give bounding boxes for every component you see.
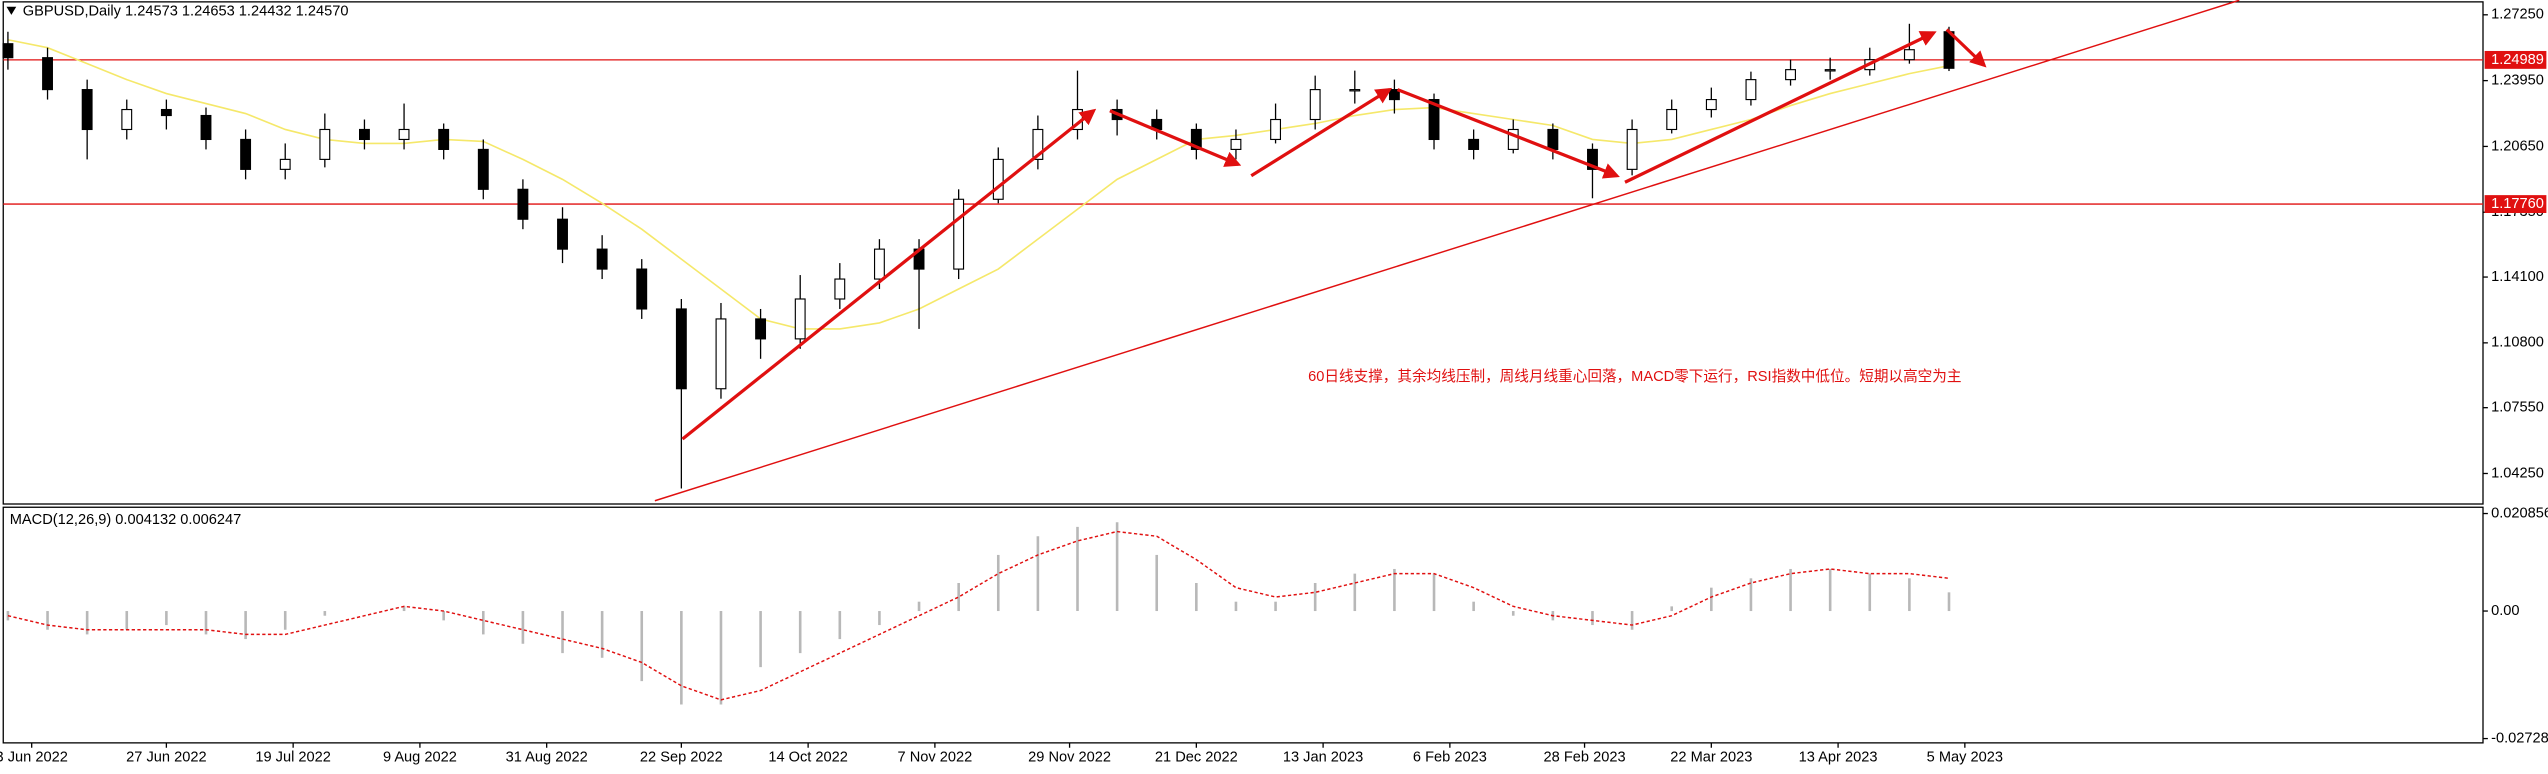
- chart-title: GBPUSD,Daily 1.24573 1.24653 1.24432 1.2…: [23, 3, 349, 19]
- level-box: [2484, 195, 2547, 214]
- candle-body: [1547, 128, 1559, 150]
- x-tick-label: 7 Nov 2022: [898, 749, 973, 765]
- candle-body: [121, 108, 133, 131]
- candle-body: [42, 57, 53, 91]
- candle-body: [1468, 138, 1480, 150]
- candle-body: [2, 43, 14, 59]
- y-tick-label: 1.27250: [2491, 7, 2544, 23]
- arrow: [1396, 88, 1620, 179]
- candle-body: [200, 114, 212, 141]
- x-tick-label: 9 Aug 2022: [383, 749, 457, 765]
- y-tick-label: 1.20650: [2491, 138, 2544, 154]
- arrows: [681, 28, 1987, 441]
- x-tick-label: 29 Nov 2022: [1028, 749, 1111, 765]
- y-tick-label: 1.04250: [2491, 465, 2544, 481]
- x-tick-label: 19 Jul 2022: [255, 749, 331, 765]
- arrow: [681, 108, 1097, 441]
- candle-body: [477, 148, 489, 190]
- candle-body: [1903, 49, 1915, 61]
- main-panel-frame: [2, 1, 2484, 505]
- candle-body: [1943, 31, 1955, 69]
- candle-body: [81, 89, 93, 131]
- menu-triangle: [6, 6, 17, 15]
- candle-body: [319, 128, 331, 160]
- candle-body: [992, 158, 1004, 200]
- x-tick-label: 27 Jun 2022: [126, 749, 206, 765]
- marks: [2, 23, 2483, 705]
- candle-body: [1270, 118, 1282, 141]
- candle-body: [1032, 128, 1044, 160]
- candle-body: [873, 248, 885, 280]
- candle-body: [438, 128, 450, 150]
- y-tick-label: 1.23950: [2491, 72, 2544, 88]
- macd-y-tick-label: 0.00: [2491, 603, 2519, 619]
- candle-body: [755, 318, 767, 340]
- y-tick-label: 1.10800: [2491, 335, 2544, 351]
- macd-panel-frame: [2, 506, 2484, 744]
- x-tick-label: 5 May 2023: [1927, 749, 2003, 765]
- candle-body: [636, 268, 648, 310]
- candle-body: [1824, 69, 1836, 72]
- x-tick-label: 28 Feb 2023: [1544, 749, 1626, 765]
- candle-body: [1587, 148, 1598, 170]
- candle-body: [1309, 89, 1321, 121]
- arrow: [1250, 87, 1393, 178]
- level-label: 1.24989: [2491, 52, 2544, 68]
- candle-body: [398, 128, 410, 141]
- x-tick-label: 21 Dec 2022: [1155, 749, 1238, 765]
- candle-body: [1507, 128, 1519, 150]
- candle-body: [240, 138, 252, 170]
- candle-body: [1230, 138, 1242, 150]
- macd-y-tick-label: 0.020856: [2491, 505, 2548, 521]
- candle-body: [557, 218, 568, 250]
- x-tick-label: 6 Feb 2023: [1413, 749, 1487, 765]
- candle-body: [1190, 128, 1202, 150]
- level-label: 1.17760: [2491, 196, 2544, 212]
- x-tick-label: 3 Jun 2022: [0, 749, 68, 765]
- x-tick-label: 22 Sep 2022: [640, 749, 723, 765]
- macd-title: MACD(12,26,9) 0.004132 0.006247: [10, 512, 241, 528]
- candle-body: [1349, 89, 1361, 92]
- moving-average: [7, 38, 1950, 330]
- macd-signal: [7, 530, 1950, 701]
- candle-body: [794, 298, 806, 340]
- candle-body: [715, 318, 727, 390]
- x-tick-label: 22 Mar 2023: [1670, 749, 1752, 765]
- macd-y-tick-label: -0.02728: [2491, 730, 2548, 746]
- candle-body: [359, 128, 370, 141]
- candle-body: [279, 158, 291, 170]
- x-tick-label: 13 Apr 2023: [1799, 749, 1878, 765]
- arrow: [1109, 109, 1242, 167]
- y-tick-label: 1.07550: [2491, 400, 2544, 416]
- candle-body: [1626, 128, 1638, 170]
- candle-body: [1428, 98, 1440, 141]
- candle-body: [675, 308, 687, 390]
- y-tick-label: 1.14100: [2491, 269, 2544, 285]
- annotation: 60日线支撑，其余均线压制，周线月线重心回落，MACD零下运行，RSI指数中低位…: [1308, 367, 1961, 385]
- candle-body: [834, 278, 846, 300]
- candle-body: [1705, 98, 1717, 111]
- trend-line: [654, 0, 2240, 502]
- candle-body: [1666, 108, 1678, 131]
- candle-body: [596, 248, 608, 270]
- candle-body: [1745, 79, 1757, 101]
- candle-body: [517, 188, 529, 220]
- candle-body: [160, 108, 172, 117]
- level-box: [2484, 50, 2547, 69]
- arrow: [1624, 31, 1937, 184]
- candle-body: [1785, 69, 1796, 81]
- x-tick-label: 13 Jan 2023: [1283, 749, 1363, 765]
- x-tick-label: 14 Oct 2022: [768, 749, 848, 765]
- candle-body: [953, 198, 965, 270]
- x-tick-label: 31 Aug 2022: [506, 749, 588, 765]
- arrow: [1945, 28, 1987, 68]
